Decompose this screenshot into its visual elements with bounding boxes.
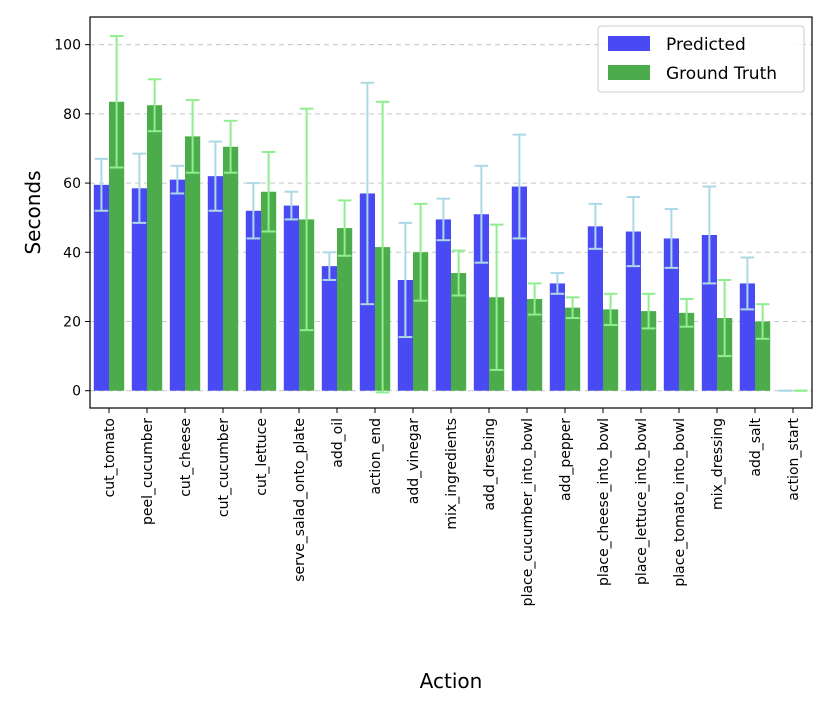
y-tick-label: 20: [63, 314, 81, 330]
legend-label-predicted: Predicted: [666, 35, 746, 55]
x-tick-label: add_dressing: [482, 418, 498, 511]
y-ticks: 0 20 40 60 80 100: [54, 38, 90, 400]
bar-predicted: [170, 180, 185, 391]
y-axis-label: Seconds: [21, 170, 45, 254]
x-tick-label: add_salt: [748, 417, 764, 476]
x-tick-label: mix_ingredients: [444, 418, 460, 530]
bar-predicted: [550, 283, 565, 390]
x-tick-label: mix_dressing: [710, 418, 726, 510]
y-tick-label: 0: [72, 384, 81, 400]
x-tick-label: add_pepper: [558, 418, 574, 501]
y-tick-label: 100: [54, 38, 81, 54]
x-tick-label: cut_lettuce: [254, 418, 270, 496]
x-ticks: cut_tomato peel_cucumber cut_cheese cut_cuc…: [102, 408, 802, 606]
bar-ground-truth: [185, 136, 200, 390]
x-tick-label: place_cucumber_into_bowl: [520, 418, 536, 606]
bar-ground-truth: [147, 105, 162, 390]
bar-predicted: [284, 206, 299, 391]
x-tick-label: peel_cucumber: [140, 418, 156, 525]
x-tick-label: action_start: [786, 417, 802, 500]
x-tick-label: add_oil: [330, 418, 346, 468]
bar-predicted: [94, 185, 109, 391]
bar-ground-truth: [223, 147, 238, 391]
bar-predicted: [588, 226, 603, 390]
x-tick-label: place_lettuce_into_bowl: [634, 418, 650, 585]
x-axis-label: Action: [420, 669, 483, 693]
x-tick-label: cut_tomato: [102, 418, 118, 497]
x-tick-label: action_end: [368, 418, 384, 494]
legend-swatch-ground-truth: [608, 65, 650, 80]
legend: Predicted Ground Truth: [598, 26, 804, 92]
x-tick-label: add_vinegar: [406, 418, 422, 504]
x-tick-label: cut_cucumber: [216, 418, 232, 517]
legend-label-ground-truth: Ground Truth: [666, 64, 777, 84]
x-tick-label: place_tomato_into_bowl: [672, 418, 688, 587]
bars: [94, 102, 770, 391]
legend-swatch-predicted: [608, 36, 650, 51]
x-tick-label: cut_cheese: [178, 418, 194, 497]
y-tick-label: 80: [63, 107, 81, 123]
bar-ground-truth: [565, 308, 580, 391]
x-tick-label: place_cheese_into_bowl: [596, 418, 612, 586]
y-tick-label: 40: [63, 245, 81, 261]
x-tick-label: serve_salad_onto_plate: [292, 418, 308, 582]
y-tick-label: 60: [63, 176, 81, 192]
bar-predicted: [436, 219, 451, 390]
bar-predicted: [322, 266, 337, 391]
